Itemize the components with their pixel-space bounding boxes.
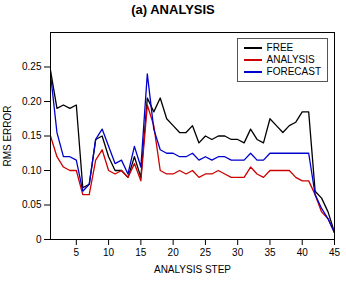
svg-text:RMS ERROR: RMS ERROR bbox=[2, 105, 13, 166]
svg-text:30: 30 bbox=[232, 247, 244, 258]
svg-text:25: 25 bbox=[200, 247, 212, 258]
svg-text:10: 10 bbox=[103, 247, 115, 258]
html-text:ANALYSIS: ANALYSIS bbox=[266, 54, 315, 65]
svg-text:40: 40 bbox=[297, 247, 309, 258]
svg-text:45: 45 bbox=[329, 247, 341, 258]
svg-text:0.15: 0.15 bbox=[22, 130, 42, 141]
svg-text:0.25: 0.25 bbox=[22, 61, 42, 72]
svg-text:20: 20 bbox=[168, 247, 180, 258]
svg-text:0.10: 0.10 bbox=[22, 165, 42, 176]
svg-text:ANALYSIS STEP: ANALYSIS STEP bbox=[154, 264, 231, 275]
svg-text:35: 35 bbox=[264, 247, 276, 258]
html-text:(a) ANALYSIS: (a) ANALYSIS bbox=[131, 2, 215, 17]
svg-text:0.05: 0.05 bbox=[22, 199, 42, 210]
svg-text:0.20: 0.20 bbox=[22, 96, 42, 107]
html-text:FORECAST: FORECAST bbox=[266, 66, 321, 77]
svg-text:0: 0 bbox=[36, 234, 42, 245]
svg-text:15: 15 bbox=[135, 247, 147, 258]
svg-text:5: 5 bbox=[74, 247, 80, 258]
html-text:FREE: FREE bbox=[266, 42, 294, 53]
